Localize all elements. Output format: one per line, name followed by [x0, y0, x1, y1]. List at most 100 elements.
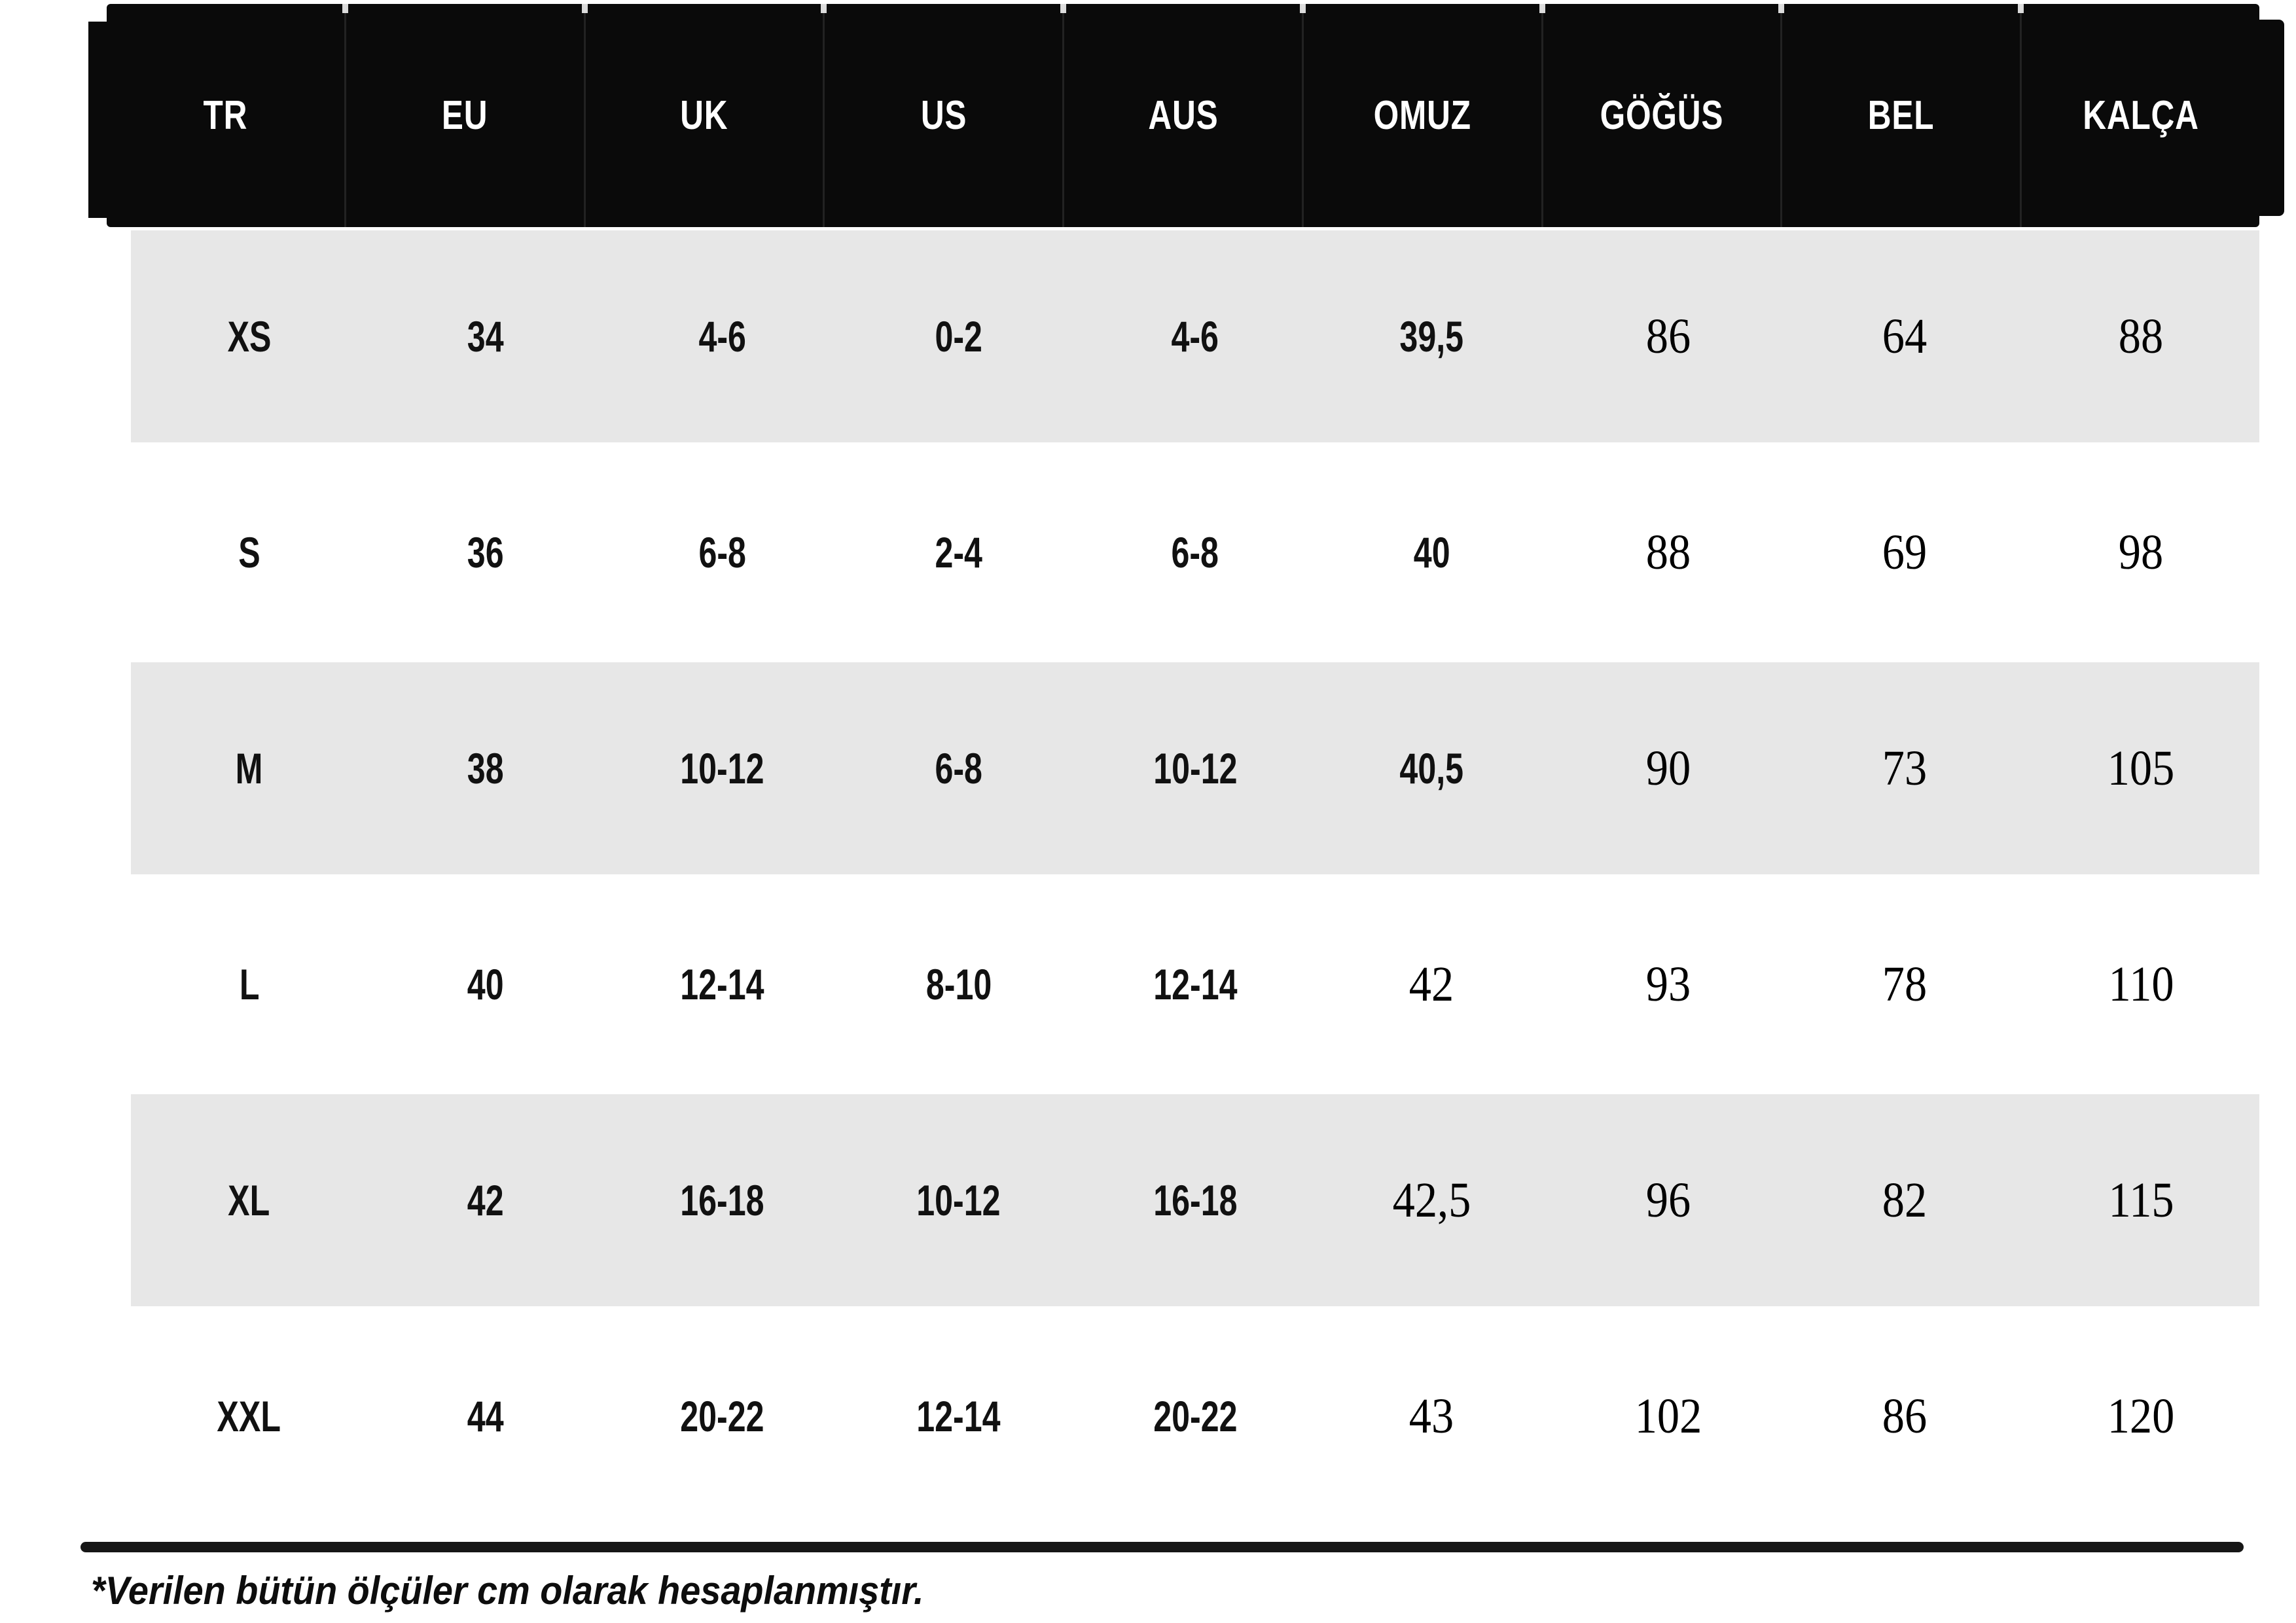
- cell-value: S: [238, 528, 260, 577]
- table-cell: 88: [2023, 230, 2259, 442]
- table-cell: 12-14: [604, 878, 840, 1090]
- cell-value: L: [239, 960, 259, 1008]
- cell-value: 82: [1882, 1172, 1928, 1228]
- cell-value: 42: [467, 1176, 504, 1224]
- cell-value: 102: [1634, 1388, 1702, 1444]
- cell-value: 20-22: [1153, 1392, 1238, 1440]
- table-cell: 40: [1314, 446, 1550, 658]
- cell-value: 86: [1882, 1388, 1928, 1444]
- column-header-label: AUS: [1147, 93, 1219, 138]
- table-cell: 90: [1550, 662, 1786, 874]
- table-row-l: L 40 12-14 8-10 12-14 42 93 78 110: [131, 878, 2259, 1090]
- table-cell: 16-18: [1077, 1094, 1313, 1306]
- table-cell: 0-2: [840, 230, 1077, 442]
- bottom-divider: [81, 1542, 2244, 1552]
- cell-value: 36: [467, 528, 504, 577]
- cell-value: 110: [2108, 956, 2174, 1012]
- cell-value: XXL: [217, 1392, 281, 1440]
- table-cell: 39,5: [1314, 230, 1550, 442]
- table-cell: 36: [367, 446, 603, 658]
- cell-value: 88: [1645, 524, 1691, 580]
- table-cell: 42: [1314, 878, 1550, 1090]
- table-cell: 6-8: [1077, 446, 1313, 658]
- column-header-label: EU: [441, 93, 488, 138]
- table-row-xl: XL 42 16-18 10-12 16-18 42,5 96 82 115: [131, 1094, 2259, 1306]
- cell-value: 64: [1882, 308, 1928, 364]
- cell-value: 34: [467, 312, 504, 361]
- table-cell: 40: [367, 878, 603, 1090]
- cell-value: 73: [1882, 740, 1928, 796]
- cell-value: 0-2: [935, 312, 982, 361]
- cell-value: XL: [228, 1176, 270, 1224]
- cell-value: 12-14: [1153, 960, 1238, 1008]
- cell-value: 40: [467, 960, 504, 1008]
- table-cell: 86: [1550, 230, 1786, 442]
- cell-value: 6-8: [1171, 528, 1219, 577]
- table-cell: 40,5: [1314, 662, 1550, 874]
- table-cell: 82: [1786, 1094, 2022, 1306]
- column-header-us: US: [821, 4, 1062, 227]
- cell-value: 115: [2108, 1172, 2174, 1228]
- table-cell: 8-10: [840, 878, 1077, 1090]
- cell-value: 8-10: [925, 960, 992, 1008]
- column-header-uk: UK: [581, 4, 823, 227]
- header-right-nub: [2255, 20, 2284, 216]
- cell-value: 90: [1645, 740, 1691, 796]
- column-header-label: KALÇA: [2082, 93, 2199, 138]
- table-cell: 42,5: [1314, 1094, 1550, 1306]
- column-header-tr: TR: [107, 4, 344, 227]
- table-cell: S: [131, 446, 367, 658]
- table-row-s: S 36 6-8 2-4 6-8 40 88 69 98: [131, 446, 2259, 658]
- column-header-kalca: KALÇA: [2018, 4, 2259, 227]
- cell-value: 12-14: [680, 960, 764, 1008]
- table-cell: 78: [1786, 878, 2022, 1090]
- table-cell: 38: [367, 662, 603, 874]
- table-cell: 12-14: [840, 1310, 1077, 1522]
- cell-value: XS: [227, 312, 272, 361]
- table-cell: 2-4: [840, 446, 1077, 658]
- table-cell: 34: [367, 230, 603, 442]
- table-row-xs: XS 34 4-6 0-2 4-6 39,5 86 64 88: [131, 230, 2259, 442]
- cell-value: 43: [1409, 1388, 1454, 1444]
- table-cell: XL: [131, 1094, 367, 1306]
- cell-value: 93: [1645, 956, 1691, 1012]
- table-row-xxl: XXL 44 20-22 12-14 20-22 43 102 86 120: [131, 1310, 2259, 1522]
- cell-value: 12-14: [916, 1392, 1001, 1440]
- table-header-row: TR EU UK US AUS OMUZ GÖĞÜS BEL KALÇA: [107, 4, 2259, 227]
- cell-value: 4-6: [1171, 312, 1219, 361]
- cell-value: 10-12: [916, 1176, 1001, 1224]
- table-cell: 43: [1314, 1310, 1550, 1522]
- table-cell: 20-22: [1077, 1310, 1313, 1522]
- table-cell: 86: [1786, 1310, 2022, 1522]
- cell-value: 16-18: [1153, 1176, 1238, 1224]
- cell-value: 69: [1882, 524, 1928, 580]
- table-cell: 44: [367, 1310, 603, 1522]
- table-cell: 69: [1786, 446, 2022, 658]
- table-cell: M: [131, 662, 367, 874]
- table-body: XS 34 4-6 0-2 4-6 39,5 86 64 88 S 36 6-8 2-4 6-8 40 88 6…: [131, 230, 2259, 1526]
- cell-value: 38: [467, 744, 504, 793]
- cell-value: 78: [1882, 956, 1928, 1012]
- cell-value: 42,5: [1392, 1172, 1471, 1228]
- table-cell: 20-22: [604, 1310, 840, 1522]
- column-header-eu: EU: [342, 4, 584, 227]
- table-cell: 73: [1786, 662, 2022, 874]
- column-header-label: BEL: [1868, 93, 1935, 138]
- table-cell: 6-8: [840, 662, 1077, 874]
- table-cell: 4-6: [604, 230, 840, 442]
- table-cell: 12-14: [1077, 878, 1313, 1090]
- table-cell: 16-18: [604, 1094, 840, 1306]
- table-cell: 10-12: [1077, 662, 1313, 874]
- cell-value: 39,5: [1399, 312, 1464, 361]
- table-cell: L: [131, 878, 367, 1090]
- cell-value: 20-22: [680, 1392, 764, 1440]
- column-header-label: TR: [203, 93, 248, 138]
- cell-value: 6-8: [935, 744, 982, 793]
- cell-value: 98: [2119, 524, 2164, 580]
- table-cell: 10-12: [840, 1094, 1077, 1306]
- column-header-bel: BEL: [1778, 4, 2020, 227]
- cell-value: 16-18: [680, 1176, 764, 1224]
- table-cell: 93: [1550, 878, 1786, 1090]
- table-cell: 120: [2023, 1310, 2259, 1522]
- column-header-label: US: [920, 93, 967, 138]
